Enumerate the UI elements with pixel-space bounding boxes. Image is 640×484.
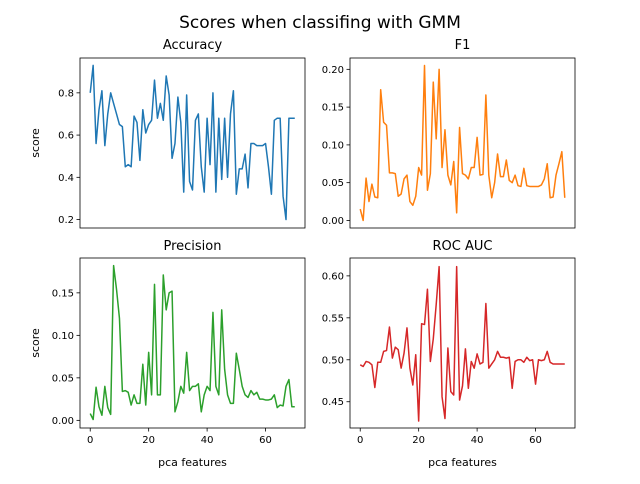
xtick-label: 20 — [412, 435, 425, 446]
ytick-label: 0.05 — [52, 373, 74, 384]
xtick-label: 20 — [142, 435, 155, 446]
ytick-label: 0.6 — [58, 131, 74, 142]
ytick-label: 0.00 — [52, 416, 74, 427]
ytick-label: 0.50 — [322, 355, 344, 366]
subplot-title-f1: F1 — [455, 38, 471, 53]
subplot-title-precision: Precision — [163, 239, 221, 254]
subplot-title-roc-auc: ROC AUC — [433, 239, 493, 254]
xlabel-roc-auc: pca features — [428, 456, 497, 469]
xtick-label: 60 — [529, 435, 542, 446]
xtick-label: 0 — [87, 435, 93, 446]
ylabel-accuracy: score — [29, 128, 42, 158]
ytick-label: 0.05 — [322, 178, 344, 189]
ytick-label: 0.45 — [322, 397, 344, 408]
xtick-label: 0 — [357, 435, 363, 446]
xlabel-precision: pca features — [158, 456, 227, 469]
ytick-label: 0.10 — [322, 140, 344, 151]
xtick-label: 60 — [259, 435, 272, 446]
ytick-label: 0.4 — [58, 173, 74, 184]
ytick-label: 0.15 — [52, 288, 74, 299]
ytick-label: 0.60 — [322, 271, 344, 282]
xtick-label: 40 — [471, 435, 484, 446]
ytick-label: 0.2 — [58, 215, 74, 226]
xtick-label: 40 — [201, 435, 214, 446]
subplot-title-accuracy: Accuracy — [163, 38, 223, 53]
ylabel-precision: score — [29, 328, 42, 358]
ytick-label: 0.20 — [322, 65, 344, 76]
ytick-label: 0.00 — [322, 216, 344, 227]
figure-title: Scores when classifing with GMM — [179, 13, 461, 33]
ytick-label: 0.15 — [322, 103, 344, 114]
ytick-label: 0.10 — [52, 331, 74, 342]
ytick-label: 0.55 — [322, 313, 344, 324]
ytick-label: 0.8 — [58, 88, 74, 99]
